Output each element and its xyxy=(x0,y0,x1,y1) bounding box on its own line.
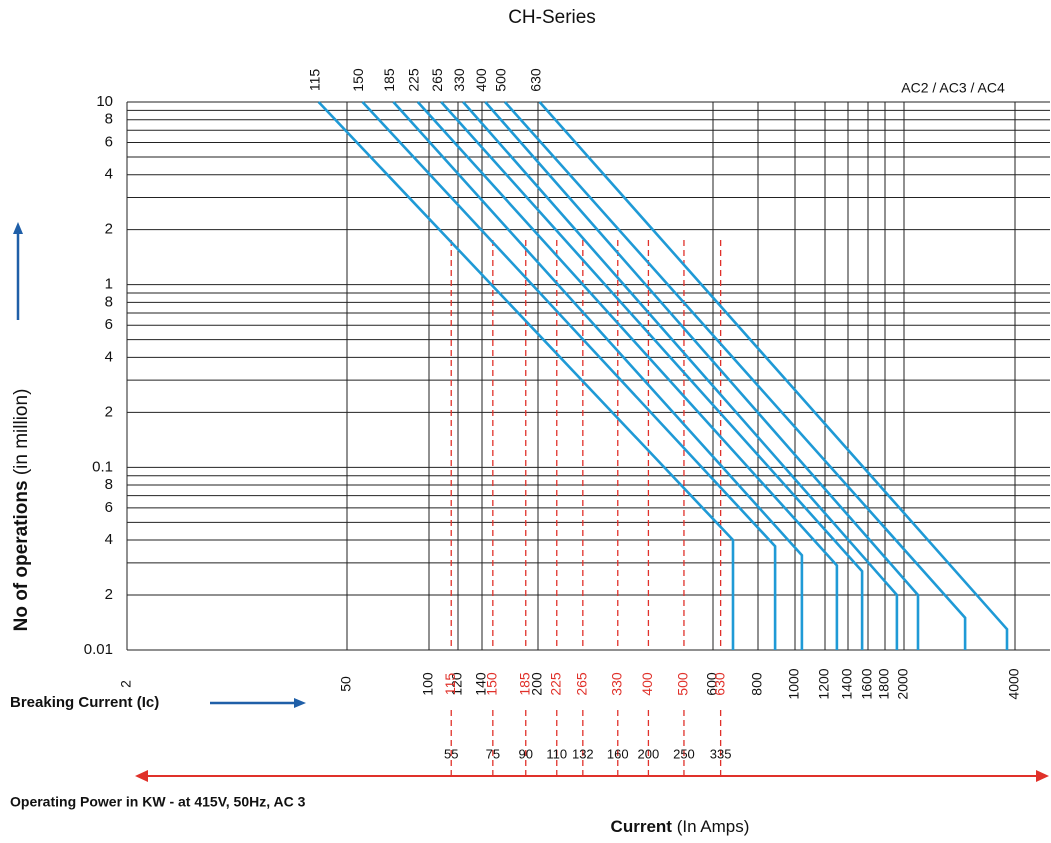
rated-current-label: 400 xyxy=(639,672,655,696)
x-axis-label: Current (In Amps) xyxy=(611,817,750,836)
series-line xyxy=(503,101,967,650)
series-line xyxy=(440,101,864,650)
y-tick-label: 2 xyxy=(105,221,113,238)
x-tick-label: 2000 xyxy=(895,668,911,699)
rated-kw-label: 250 xyxy=(673,746,695,761)
x-tick-label: 2 xyxy=(118,680,134,688)
rated-current-label: 225 xyxy=(547,672,563,696)
series-label: 330 xyxy=(451,68,467,92)
x-tick-label: 800 xyxy=(749,672,765,696)
series-line xyxy=(361,101,777,650)
series-label: 265 xyxy=(429,68,445,92)
x-tick-label: 200 xyxy=(529,672,545,696)
x-tick-label: 1200 xyxy=(816,668,832,699)
y-tick-label: 6 xyxy=(105,316,113,333)
power-arrow-head xyxy=(135,770,148,782)
rated-current-label: 265 xyxy=(574,672,590,696)
rated-kw-label: 110 xyxy=(546,746,567,761)
x-tick-label: 1400 xyxy=(839,668,855,699)
rated-current-label: 330 xyxy=(608,672,624,696)
series-line xyxy=(538,101,1009,650)
rated-current-label: 150 xyxy=(484,672,500,696)
series-label: 500 xyxy=(493,68,509,92)
x-label-unit: (In Amps) xyxy=(677,817,750,836)
x-tick-label: 100 xyxy=(420,672,436,696)
rated-kw-label: 75 xyxy=(486,746,500,761)
x-tick-label: 120 xyxy=(449,672,465,696)
rated-current-label: 630 xyxy=(711,672,727,696)
x-tick-label: 600 xyxy=(704,672,720,696)
series-line xyxy=(392,101,804,650)
y-tick-label: 4 xyxy=(105,166,113,183)
rated-kw-label: 132 xyxy=(572,746,594,761)
y-tick-label: 10 xyxy=(96,93,113,110)
power-arrow-head xyxy=(1036,770,1049,782)
series-label: 630 xyxy=(527,68,543,92)
series-label: 185 xyxy=(381,68,397,92)
y-label-unit: (in million) xyxy=(11,389,32,476)
x-label-main: Current xyxy=(611,817,673,836)
x-tick-label: 1800 xyxy=(876,668,892,699)
x-tick-label: 1000 xyxy=(786,668,802,699)
y-tick-label: 2 xyxy=(105,586,113,603)
series-label: 400 xyxy=(473,68,489,92)
series-line xyxy=(484,101,920,650)
power-arrow xyxy=(135,770,1049,782)
y-tick-label: 4 xyxy=(105,531,113,548)
y-tick-label: 0.1 xyxy=(92,458,113,475)
series-line xyxy=(462,101,899,650)
power-label: Operating Power in KW - at 415V, 50Hz, A… xyxy=(10,794,306,810)
chart-title: CH-Series xyxy=(508,7,596,28)
y-tick-label: 8 xyxy=(105,111,113,128)
y-tick-label: 0.01 xyxy=(84,641,113,658)
y-label-main: No of operations xyxy=(11,480,32,631)
series-line xyxy=(416,101,839,650)
x-tick-label: 4000 xyxy=(1006,668,1022,699)
series-line xyxy=(317,101,735,650)
y-tick-label: 2 xyxy=(105,403,113,420)
rated-kw-label: 160 xyxy=(607,746,629,761)
y-tick-label: 1 xyxy=(105,276,113,293)
annotation: AC2 / AC3 / AC4 xyxy=(901,80,1005,96)
x-tick-label: 50 xyxy=(338,676,354,692)
y-tick-label: 4 xyxy=(105,348,113,365)
rated-current-label: 185 xyxy=(516,672,532,696)
y-arrow-head xyxy=(13,222,23,234)
y-tick-label: 6 xyxy=(105,133,113,150)
y-tick-label: 8 xyxy=(105,293,113,310)
breaking-label: Breaking Current (Ic) xyxy=(10,694,159,711)
y-axis-label: No of operations (in million) xyxy=(11,389,32,632)
series-label: 225 xyxy=(406,68,422,92)
y-tick-label: 6 xyxy=(105,499,113,516)
x-tick-label: 1600 xyxy=(859,668,875,699)
rated-current-label: 115 xyxy=(442,673,458,696)
rated-current-label: 500 xyxy=(675,672,691,696)
rated-kw-label: 335 xyxy=(710,746,732,761)
series-label: 150 xyxy=(350,68,366,92)
y-tick-label: 8 xyxy=(105,476,113,493)
series-label: 115 xyxy=(306,69,322,92)
rated-kw-label: 55 xyxy=(444,746,458,761)
x-tick-label: 140 xyxy=(473,672,489,696)
rated-kw-label: 200 xyxy=(638,746,660,761)
arrows xyxy=(13,222,306,708)
rated-kw-label: 90 xyxy=(519,746,533,761)
x-arrow-head xyxy=(294,698,306,708)
